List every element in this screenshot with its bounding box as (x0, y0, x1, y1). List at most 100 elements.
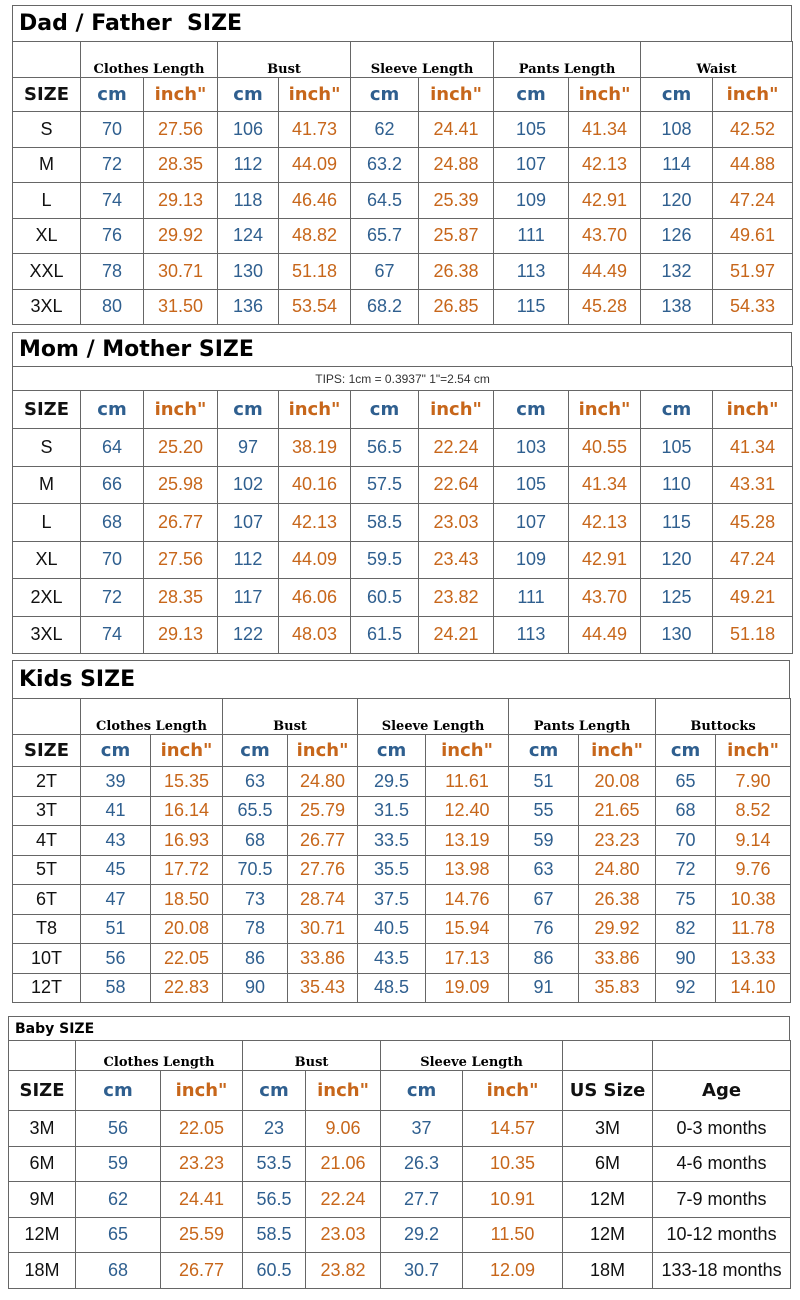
size-label: 3XL (12, 288, 81, 325)
size-value: 9.06 (305, 1110, 382, 1147)
size-value: 25.79 (287, 795, 359, 826)
size-value: 125 (640, 578, 713, 617)
size-value: 17.13 (425, 943, 510, 974)
size-value: 78 (80, 253, 144, 290)
size-value: 44.09 (278, 540, 351, 579)
size-value: 53.54 (278, 288, 352, 325)
size-value: 44.88 (712, 146, 794, 183)
size-row: 4T 43 16.93 68 26.77 33.5 13.19 59 23.23 70 9.14 (12, 825, 792, 856)
size-value: 23.43 (418, 540, 494, 579)
size-value: 46.46 (278, 182, 352, 219)
size-value: 47.24 (711, 540, 794, 579)
size-row: 2T 39 15.35 63 24.80 29.5 11.61 51 20.08 65 7.90 (12, 766, 792, 797)
size-value: 25.87 (418, 217, 495, 254)
size-value: 47 (80, 884, 151, 915)
size-value: 56 (75, 1110, 161, 1147)
size-value: 120 (640, 540, 713, 579)
size-label: 4T (12, 825, 81, 856)
size-value: 29.5 (357, 766, 427, 797)
size-value: 29.13 (142, 182, 219, 219)
size-label: L (12, 182, 81, 219)
size-value: 14.10 (715, 972, 792, 1003)
size-value: 122 (217, 615, 279, 654)
size-row: 3XL 80 31.50 136 53.54 68.2 26.85 115 45.28 138 54… (12, 288, 794, 325)
column-header: cm (640, 390, 713, 429)
size-value: 28.35 (143, 578, 218, 617)
size-label: 2XL (12, 578, 81, 617)
size-value: 21.65 (578, 795, 657, 826)
size-row: T8 51 20.08 78 30.71 40.5 15.94 76 29.92 82 11.78 (12, 913, 792, 944)
size-value: 108 (640, 111, 714, 148)
size-row: 3M 56 22.05 23 9.06 37 14.57 3M 0-3 months (8, 1110, 792, 1147)
size-value: 39 (80, 766, 151, 797)
size-value: 48.82 (278, 217, 352, 254)
size-label: S (12, 111, 81, 148)
size-value: 4-6 months (652, 1145, 792, 1182)
section-title: Dad / Father SIZE (12, 5, 792, 41)
column-header: inch" (143, 390, 218, 429)
size-value: 26.85 (418, 288, 495, 325)
size-value: 35.43 (287, 972, 359, 1003)
column-header: SIZE (12, 734, 81, 767)
column-header: SIZE (12, 77, 81, 112)
size-label: 12M (8, 1216, 76, 1253)
size-value: 33.86 (578, 943, 657, 974)
size-value: 86 (508, 943, 580, 974)
group-row: Clothes Length Bust Sleeve Length (8, 1040, 792, 1071)
blank-cell (8, 1040, 76, 1071)
size-value: 53.5 (242, 1145, 307, 1182)
size-row: XL 70 27.56 112 44.09 59.5 23.43 109 42.91 120 47.… (12, 540, 794, 579)
size-value: 44.09 (278, 146, 352, 183)
group-row: Clothes Length Bust Sleeve Length Pants Len… (12, 41, 794, 78)
size-value: 59.5 (350, 540, 419, 579)
size-value: 45.28 (568, 288, 642, 325)
size-value: 105 (493, 465, 569, 504)
size-value: 72 (80, 146, 144, 183)
size-value: 17.72 (149, 854, 224, 885)
size-value: 74 (80, 182, 144, 219)
size-value: 26.77 (287, 825, 359, 856)
size-section: Kids SIZE Clothes Length Bust Sleeve Length… (12, 660, 792, 1003)
column-header: inch" (278, 77, 352, 112)
size-value: 44.49 (568, 615, 641, 654)
size-value: 10-12 months (652, 1216, 792, 1253)
section-title: Mom / Mother SIZE (12, 332, 792, 366)
column-header: cm (350, 77, 420, 112)
size-value: 97 (217, 428, 279, 467)
header-row: SIZE cm inch" cm inch" cm inch" US Size Age (8, 1070, 792, 1111)
size-value: 58.5 (350, 503, 419, 542)
size-row: S 70 27.56 106 41.73 62 24.41 105 41.34 108 42.52 (12, 111, 794, 148)
size-value: 25.39 (418, 182, 495, 219)
size-section: Mom / Mother SIZE TIPS: 1cm = 0.3937" 1"=… (11, 332, 794, 654)
size-value: 68 (222, 825, 289, 856)
size-value: 26.3 (380, 1145, 464, 1182)
size-value: 130 (217, 253, 280, 290)
size-value: 68 (75, 1252, 161, 1289)
column-header: inch" (712, 77, 794, 112)
size-value: 13.33 (715, 943, 792, 974)
size-value: 112 (217, 146, 280, 183)
size-row: XXL 78 30.71 130 51.18 67 26.38 113 44.49 132 51.9… (12, 253, 794, 290)
size-label: 9M (8, 1181, 76, 1218)
group-header: Sleeve Length (380, 1040, 564, 1071)
size-value: 120 (640, 182, 714, 219)
column-header: cm (640, 77, 714, 112)
size-value: 13.98 (425, 854, 510, 885)
size-value: 42.13 (568, 503, 641, 542)
size-value: 25.59 (159, 1216, 244, 1253)
size-value: 33.5 (357, 825, 427, 856)
column-header: cm (222, 734, 289, 767)
size-section: Baby SIZE Clothes Length Bust Sleeve Length… (8, 1016, 792, 1289)
column-header: inch" (568, 390, 641, 429)
size-value: 41.34 (568, 465, 641, 504)
size-value: 68.2 (350, 288, 420, 325)
size-value: 59 (508, 825, 580, 856)
size-value: 10.35 (462, 1145, 564, 1182)
size-value: 23.03 (305, 1216, 382, 1253)
size-value: 118 (217, 182, 280, 219)
size-value: 78 (222, 913, 289, 944)
size-value: 114 (640, 146, 714, 183)
column-header: cm (242, 1070, 307, 1111)
section-title: Kids SIZE (12, 660, 790, 698)
